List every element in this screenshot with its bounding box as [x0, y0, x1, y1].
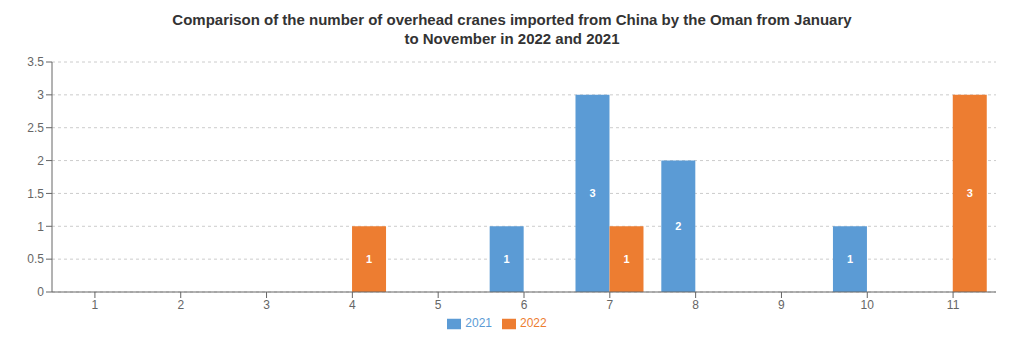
html-text:2022: 2022: [520, 316, 547, 330]
svg-text:2.5: 2.5: [27, 121, 44, 135]
svg-text:2: 2: [675, 220, 681, 232]
svg-text:7: 7: [606, 298, 613, 312]
svg-text:1.5: 1.5: [27, 187, 44, 201]
svg-text:1: 1: [504, 253, 510, 265]
svg-text:11: 11: [947, 298, 960, 312]
svg-text:9: 9: [778, 298, 785, 312]
svg-text:0: 0: [37, 285, 44, 299]
svg-text:8: 8: [692, 298, 699, 312]
svg-text:5: 5: [435, 298, 442, 312]
svg-text:2: 2: [37, 154, 44, 168]
svg-text:3: 3: [263, 298, 270, 312]
svg-text:4: 4: [349, 298, 356, 312]
svg-text:1: 1: [37, 220, 44, 234]
svg-text:1: 1: [623, 253, 629, 265]
html-text:Comparison of the number of ov: Comparison of the number of overhead cra…: [172, 11, 852, 28]
svg-text:1: 1: [847, 253, 853, 265]
svg-text:6: 6: [521, 298, 528, 312]
html-text:to November in 2022 and 2021: to November in 2022 and 2021: [404, 30, 620, 47]
svg-text:3: 3: [967, 187, 973, 199]
svg-text:3.5: 3.5: [27, 55, 44, 69]
svg-text:0.5: 0.5: [27, 252, 44, 266]
svg-text:10: 10: [861, 298, 875, 312]
svg-text:3: 3: [589, 187, 595, 199]
svg-text:1: 1: [366, 253, 372, 265]
svg-text:2: 2: [177, 298, 184, 312]
html-text:2021: 2021: [465, 316, 492, 330]
svg-text:1: 1: [92, 298, 99, 312]
svg-text:3: 3: [37, 88, 44, 102]
